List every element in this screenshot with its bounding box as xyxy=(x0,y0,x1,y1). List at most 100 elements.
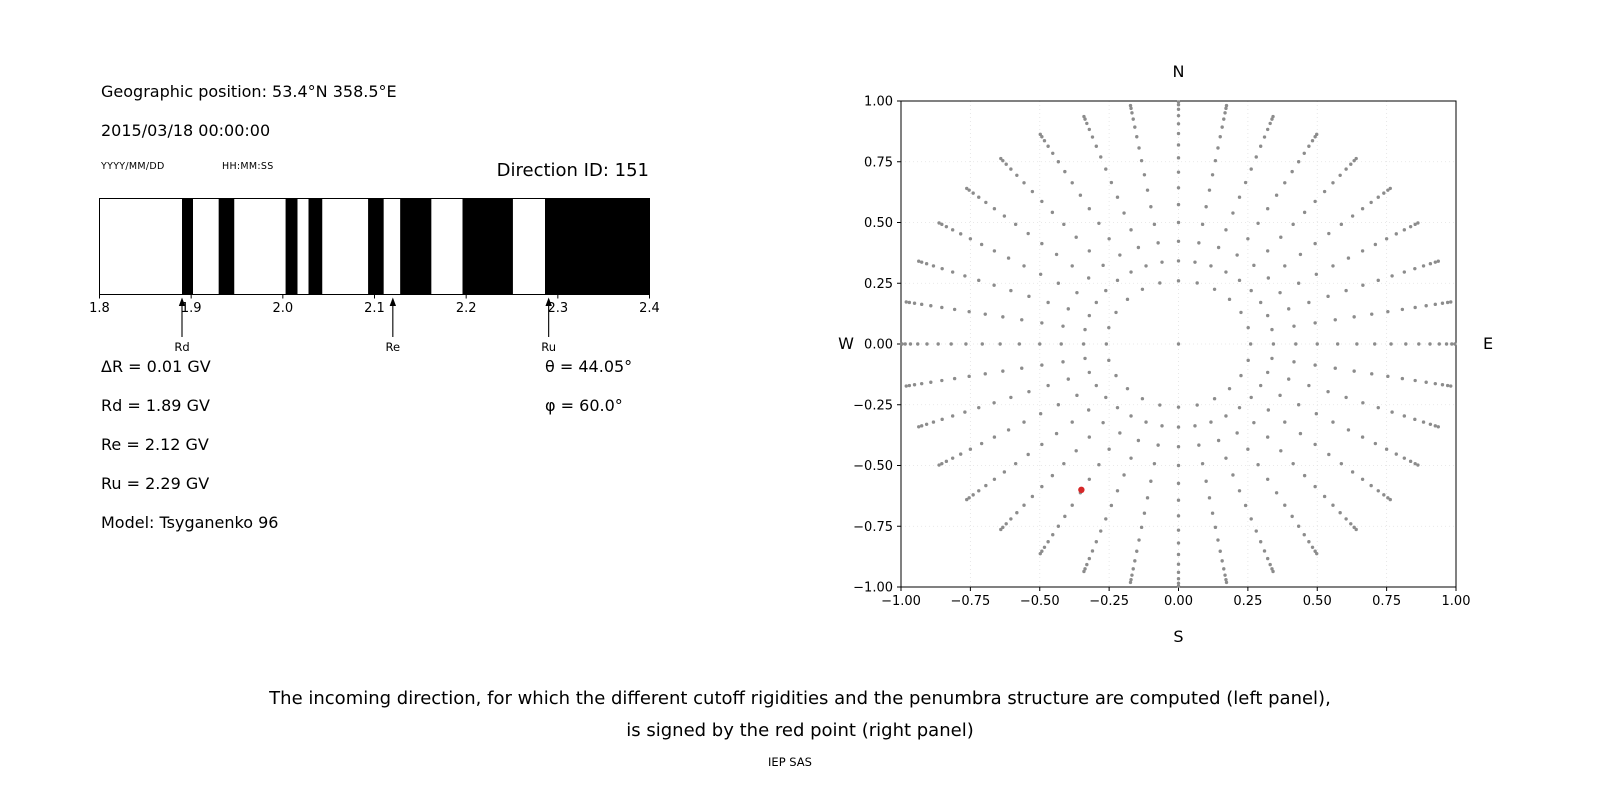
x-tick-label: 2.0 xyxy=(272,301,293,316)
direction-dot xyxy=(1350,470,1355,474)
direction-dot xyxy=(1252,420,1256,425)
direction-dot xyxy=(1389,342,1393,346)
direction-dot xyxy=(1104,517,1108,521)
direction-dot xyxy=(1279,235,1283,239)
direction-dot xyxy=(1354,527,1358,532)
direction-dot xyxy=(1015,173,1019,177)
direction-dot xyxy=(924,422,929,426)
direction-dot xyxy=(1160,424,1164,428)
direction-dot xyxy=(1087,207,1092,211)
direction-dot xyxy=(963,410,967,414)
direction-dot xyxy=(1056,281,1061,285)
direction-dot xyxy=(1360,207,1365,211)
direction-dot xyxy=(1104,167,1108,171)
direction-dot xyxy=(1216,538,1220,542)
direction-dot xyxy=(1207,188,1212,192)
direction-dot xyxy=(1176,342,1181,346)
direction-dot xyxy=(1040,484,1044,489)
direction-dot xyxy=(1449,300,1453,304)
direction-dot xyxy=(1026,231,1030,236)
direction-dot xyxy=(1313,135,1317,139)
direction-dot xyxy=(1015,511,1019,515)
direction-dot xyxy=(1314,411,1319,416)
direction-dot xyxy=(1082,569,1086,574)
direction-dot xyxy=(1278,290,1282,295)
direction-dot xyxy=(1001,315,1005,319)
direction-dot xyxy=(1307,144,1311,148)
x-tick-label: 0.50 xyxy=(1303,594,1332,609)
direction-dot xyxy=(1235,431,1239,435)
direction-dot xyxy=(1249,288,1253,293)
direction-dot xyxy=(992,401,996,405)
direction-dot xyxy=(1130,573,1134,577)
direction-dot xyxy=(1224,456,1228,460)
direction-dot xyxy=(1097,463,1101,467)
direction-dot xyxy=(1129,106,1133,111)
direction-dot xyxy=(1104,288,1108,293)
direction-dot xyxy=(1013,461,1018,466)
skymap-y-axis: 1.00 0.75 0.50 0.25 0.00 −0.25 −0.50 −0.75 −1.00 xyxy=(853,95,901,596)
direction-dot xyxy=(1376,278,1380,283)
direction-dot xyxy=(1087,370,1092,375)
direction-dot xyxy=(1433,381,1438,386)
marker-arrow-head xyxy=(545,297,552,306)
allowed-band xyxy=(462,199,513,294)
direction-dot xyxy=(1027,294,1031,299)
x-tick-label: 0.75 xyxy=(1372,594,1401,609)
direction-dot xyxy=(1087,249,1092,253)
direction-dot xyxy=(1176,570,1181,575)
direction-dot xyxy=(1258,540,1263,544)
direction-dot xyxy=(952,307,957,312)
direction-dot xyxy=(1421,420,1426,424)
direction-dot xyxy=(1130,111,1134,115)
direction-dot xyxy=(1040,442,1044,447)
direction-dot xyxy=(967,188,971,192)
penumbra-x-axis: 1.8 1.9 2.0 2.1 2.2 2.3 2.4 xyxy=(89,294,660,316)
direction-dot xyxy=(1070,264,1074,268)
direction-dot xyxy=(924,262,929,266)
direction-dot xyxy=(1004,522,1008,526)
direction-dot xyxy=(1453,342,1457,346)
direction-dot xyxy=(1445,300,1450,305)
direction-dot xyxy=(1086,276,1091,280)
direction-dot xyxy=(1408,224,1413,229)
direction-dot xyxy=(1099,155,1103,159)
direction-dot xyxy=(950,270,955,274)
direction-dot xyxy=(1009,395,1013,400)
direction-dot xyxy=(1274,491,1279,495)
direction-dot xyxy=(949,342,953,346)
direction-dot xyxy=(1388,186,1392,191)
direction-dot xyxy=(1386,496,1390,500)
direction-dot xyxy=(940,378,944,383)
direction-dot xyxy=(1152,461,1157,466)
direction-dot xyxy=(1176,541,1181,545)
direction-dot xyxy=(1246,237,1250,241)
direction-dot xyxy=(1022,264,1026,268)
direction-dot xyxy=(1307,383,1311,388)
direction-dot xyxy=(971,493,975,497)
direction-dot xyxy=(1176,170,1181,174)
direction-dot xyxy=(980,342,984,346)
direction-dot xyxy=(1237,489,1242,493)
direction-dot xyxy=(1140,287,1145,291)
direction-dot xyxy=(1440,301,1445,305)
direction-dot xyxy=(1331,503,1335,507)
date-format-label: YYYY/MM/DD xyxy=(101,161,165,172)
direction-dot xyxy=(1333,366,1337,370)
y-tick-label: 1.00 xyxy=(864,95,893,110)
y-tick-label: 0.00 xyxy=(864,338,893,353)
direction-dot xyxy=(1176,143,1181,147)
direction-dot xyxy=(1313,241,1317,246)
direction-dot xyxy=(1416,463,1420,467)
direction-dot xyxy=(1270,327,1274,332)
direction-dot xyxy=(1331,181,1335,185)
direction-dot xyxy=(1056,160,1061,164)
direction-dot xyxy=(1314,272,1319,277)
direction-dot xyxy=(1402,228,1407,232)
direction-dot xyxy=(1360,249,1365,253)
direction-dot xyxy=(1417,342,1421,346)
direction-dot xyxy=(1373,242,1378,247)
direction-dot xyxy=(950,228,955,232)
direction-dot xyxy=(967,309,971,314)
direction-dot xyxy=(984,483,988,488)
